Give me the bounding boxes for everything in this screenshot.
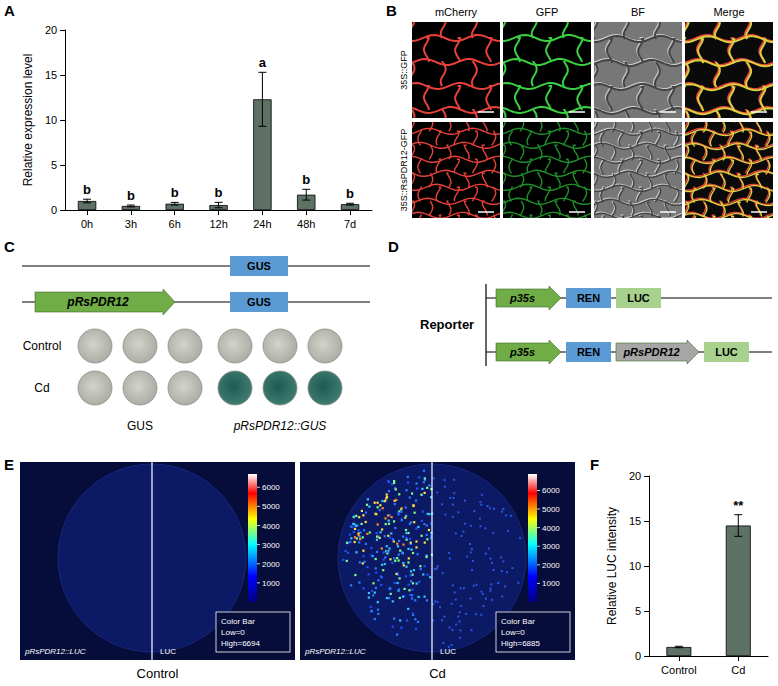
svg-text:Control: Control — [137, 666, 179, 681]
svg-text:6000: 6000 — [542, 486, 560, 495]
svg-text:BF: BF — [631, 6, 645, 18]
svg-text:Relative LUC intensity: Relative LUC intensity — [605, 507, 619, 625]
svg-text:2000: 2000 — [542, 561, 560, 570]
svg-text:0h: 0h — [81, 218, 93, 230]
svg-text:Control: Control — [23, 339, 62, 353]
svg-text:Cd: Cd — [429, 666, 446, 681]
svg-text:b: b — [302, 172, 310, 187]
svg-text:REN: REN — [577, 292, 600, 304]
svg-text:F: F — [590, 456, 599, 473]
svg-text:Control: Control — [661, 664, 696, 676]
svg-text:3h: 3h — [125, 218, 137, 230]
svg-text:48h: 48h — [297, 218, 315, 230]
svg-text:35S::GFP: 35S::GFP — [399, 50, 409, 90]
svg-text:Merge: Merge — [713, 6, 744, 18]
svg-text:b: b — [83, 182, 91, 197]
svg-text:Cd: Cd — [731, 664, 745, 676]
svg-text:pRsPDR12: pRsPDR12 — [66, 295, 129, 309]
svg-text:20: 20 — [629, 470, 641, 482]
svg-text:Relative expression level: Relative expression level — [21, 54, 35, 187]
svg-text:REN: REN — [577, 346, 600, 358]
svg-text:Color Bar: Color Bar — [501, 617, 535, 626]
svg-text:mCherry: mCherry — [435, 6, 478, 18]
svg-text:Low=0: Low=0 — [221, 628, 245, 637]
svg-text:0: 0 — [635, 650, 641, 662]
svg-text:pRsPDR12::LUC: pRsPDR12::LUC — [24, 647, 86, 656]
svg-text:GUS: GUS — [247, 260, 271, 272]
svg-text:20: 20 — [45, 24, 57, 36]
svg-text:GUS: GUS — [127, 419, 153, 433]
svg-text:4000: 4000 — [542, 524, 560, 533]
svg-text:15: 15 — [629, 515, 641, 527]
svg-text:6h: 6h — [169, 218, 181, 230]
svg-text:5: 5 — [51, 159, 57, 171]
svg-text:b: b — [127, 188, 135, 203]
svg-text:GUS: GUS — [247, 296, 271, 308]
svg-text:15: 15 — [45, 69, 57, 81]
svg-text:High=6694: High=6694 — [221, 639, 260, 648]
svg-text:A: A — [4, 2, 15, 19]
svg-text:10: 10 — [629, 560, 641, 572]
svg-text:GFP: GFP — [536, 6, 559, 18]
svg-text:10: 10 — [45, 114, 57, 126]
svg-text:LUC: LUC — [440, 647, 456, 656]
svg-text:7d: 7d — [344, 218, 356, 230]
svg-text:35S::RsPDR12-GFP: 35S::RsPDR12-GFP — [399, 129, 409, 212]
svg-text:24h: 24h — [253, 218, 271, 230]
svg-text:p35s: p35s — [509, 346, 535, 358]
svg-text:1000: 1000 — [542, 579, 560, 588]
svg-text:Reporter: Reporter — [420, 317, 474, 332]
svg-text:Low=0: Low=0 — [501, 628, 525, 637]
svg-text:**: ** — [733, 498, 744, 513]
svg-text:0: 0 — [51, 204, 57, 216]
svg-text:LUC: LUC — [627, 292, 650, 304]
svg-text:a: a — [259, 55, 267, 70]
svg-text:5000: 5000 — [262, 502, 280, 511]
svg-text:pRsPDR12: pRsPDR12 — [622, 346, 679, 358]
svg-text:b: b — [346, 186, 354, 201]
svg-text:2000: 2000 — [262, 560, 280, 569]
svg-text:C: C — [4, 238, 15, 255]
svg-text:D: D — [388, 238, 399, 255]
svg-text:3000: 3000 — [262, 541, 280, 550]
svg-text:p35s: p35s — [509, 292, 535, 304]
svg-text:3000: 3000 — [542, 542, 560, 551]
svg-text:B: B — [386, 2, 397, 19]
svg-text:5: 5 — [635, 605, 641, 617]
svg-text:pRsPDR12::LUC: pRsPDR12::LUC — [304, 647, 366, 656]
svg-text:E: E — [4, 456, 14, 473]
svg-text:Color Bar: Color Bar — [221, 617, 255, 626]
svg-text:Cd: Cd — [34, 381, 49, 395]
svg-text:LUC: LUC — [715, 346, 738, 358]
svg-text:1000: 1000 — [262, 579, 280, 588]
svg-text:High=6885: High=6885 — [501, 639, 540, 648]
svg-text:LUC: LUC — [160, 647, 176, 656]
svg-text:b: b — [215, 185, 223, 200]
svg-text:pRsPDR12::GUS: pRsPDR12::GUS — [233, 419, 327, 433]
svg-text:4000: 4000 — [262, 522, 280, 531]
svg-text:5000: 5000 — [542, 505, 560, 514]
svg-text:6000: 6000 — [262, 483, 280, 492]
svg-text:12h: 12h — [209, 218, 227, 230]
svg-text:b: b — [171, 185, 179, 200]
